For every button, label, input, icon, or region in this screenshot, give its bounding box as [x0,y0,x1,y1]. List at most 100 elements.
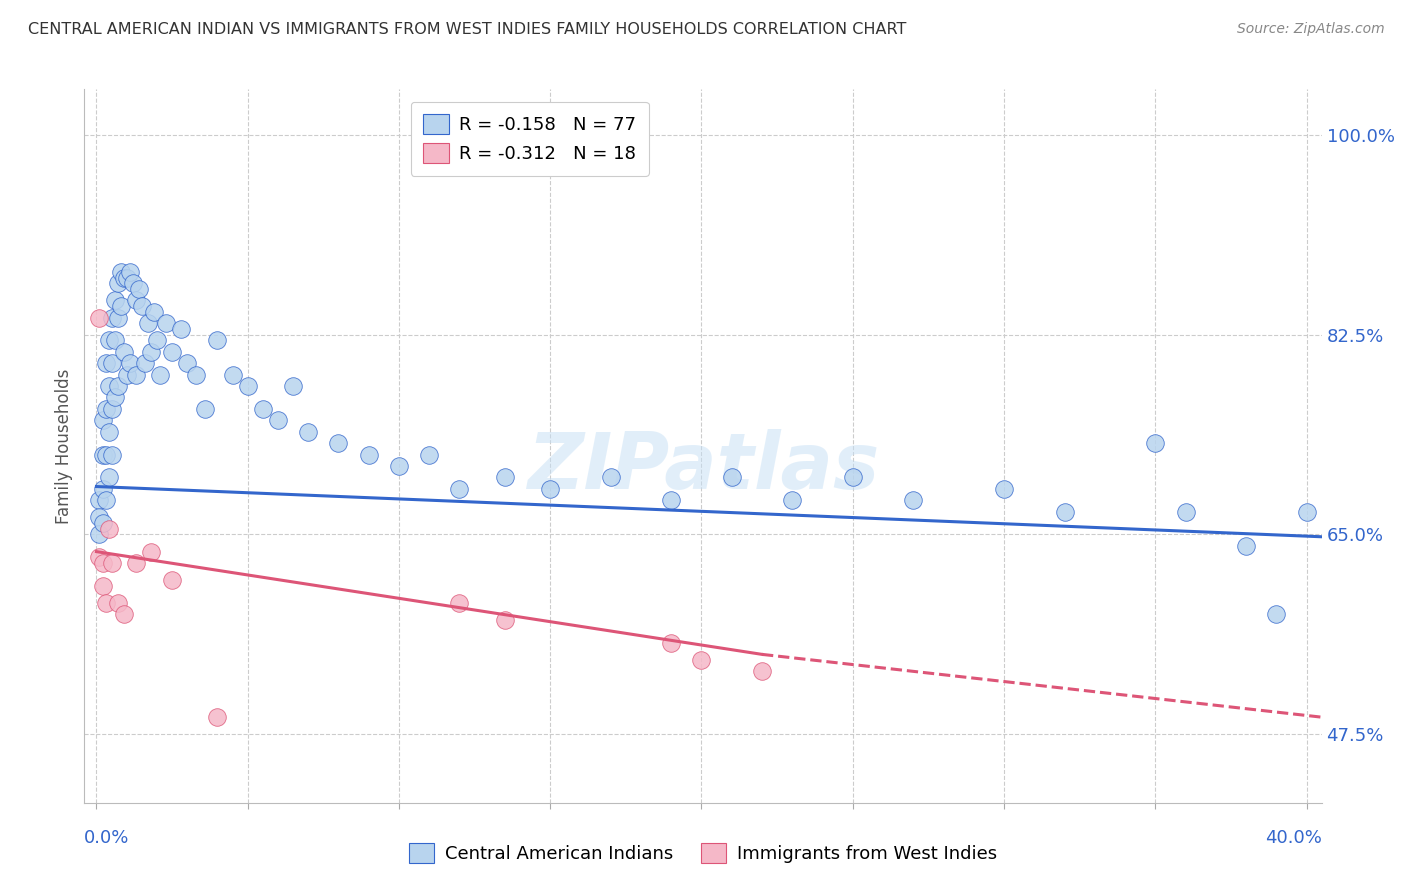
Point [112,270,135,285]
Point [494,470,516,484]
Point [207,710,229,724]
Point [125,293,148,308]
Point [388,458,411,473]
Point [89,550,111,565]
Point [121,277,143,291]
Point [104,293,127,308]
Point [115,368,138,382]
Point [89,310,111,325]
Point [107,596,129,610]
Text: 0.0%: 0.0% [84,829,129,847]
Point [91,579,114,593]
Point [107,379,129,393]
Point [100,401,122,416]
Point [842,470,865,484]
Point [252,401,274,416]
Point [118,265,141,279]
Text: Source: ZipAtlas.com: Source: ZipAtlas.com [1237,22,1385,37]
Point [94,356,117,370]
Point [94,401,117,416]
Point [449,482,471,496]
Point [115,270,138,285]
Point [89,510,111,524]
Point [194,401,217,416]
Point [149,368,172,382]
Text: 40.0%: 40.0% [1265,829,1322,847]
Point [91,556,114,570]
Point [599,470,621,484]
Point [89,493,111,508]
Point [107,277,129,291]
Point [160,573,183,587]
Point [125,556,148,570]
Point [160,344,183,359]
Point [104,391,127,405]
Text: ZIPatlas: ZIPatlas [527,429,879,506]
Point [538,482,561,496]
Point [91,516,114,530]
Point [97,425,120,439]
Point [176,356,198,370]
Point [100,556,122,570]
Point [146,334,169,348]
Point [128,282,150,296]
Text: CENTRAL AMERICAN INDIAN VS IMMIGRANTS FROM WEST INDIES FAMILY HOUSEHOLDS CORRELA: CENTRAL AMERICAN INDIAN VS IMMIGRANTS FR… [28,22,907,37]
Point [91,413,114,427]
Point [659,636,682,650]
Point [1234,539,1257,553]
Point [118,356,141,370]
Point [418,448,440,462]
Point [297,425,319,439]
Point [720,470,742,484]
Point [91,448,114,462]
Point [91,482,114,496]
Point [903,493,925,508]
Point [139,344,162,359]
Point [281,379,304,393]
Point [170,322,193,336]
Point [139,544,162,558]
Point [1053,505,1076,519]
Point [993,482,1015,496]
Point [97,522,120,536]
Point [100,356,122,370]
Point [328,436,350,450]
Point [155,316,177,330]
Point [494,613,516,627]
Point [267,413,290,427]
Point [1265,607,1288,622]
Point [97,470,120,484]
Point [1144,436,1167,450]
Point [97,379,120,393]
Point [104,334,127,348]
Point [110,299,132,313]
Point [659,493,682,508]
Point [1295,505,1317,519]
Point [94,493,117,508]
Point [690,653,713,667]
Y-axis label: Family Households: Family Households [55,368,73,524]
Point [112,344,135,359]
Point [207,334,229,348]
Point [751,665,773,679]
Point [94,596,117,610]
Point [89,527,111,541]
Point [100,310,122,325]
Legend: Central American Indians, Immigrants from West Indies: Central American Indians, Immigrants fro… [401,834,1005,872]
Point [97,334,120,348]
Point [136,316,159,330]
Point [94,448,117,462]
Point [100,448,122,462]
Point [357,448,380,462]
Point [131,299,153,313]
Point [125,368,148,382]
Point [134,356,156,370]
Point [112,607,135,622]
Point [107,310,129,325]
Point [142,305,165,319]
Point [186,368,208,382]
Point [449,596,471,610]
Legend: R = -0.158   N = 77, R = -0.312   N = 18: R = -0.158 N = 77, R = -0.312 N = 18 [411,102,650,176]
Point [110,265,132,279]
Point [780,493,803,508]
